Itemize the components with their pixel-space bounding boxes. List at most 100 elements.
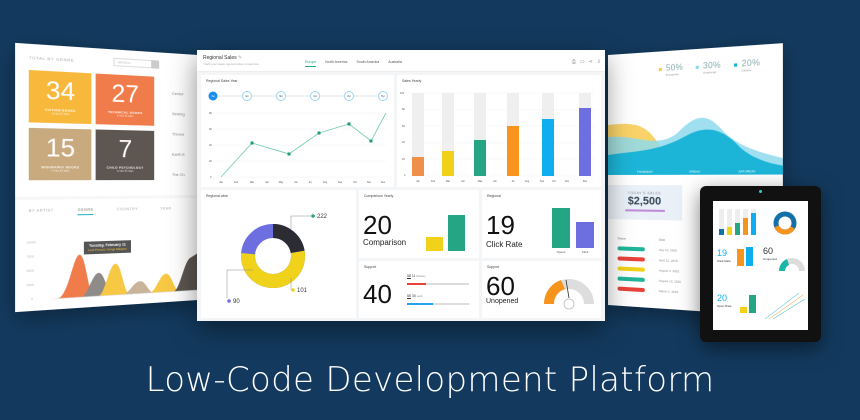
status-pill: [617, 246, 645, 252]
svg-text:Sep: Sep: [540, 180, 545, 183]
svg-text:Feb: Feb: [431, 180, 436, 183]
list-item[interactable]: Earth E: [171, 151, 185, 157]
list-item[interactable]: Sinking: [171, 111, 185, 117]
comparison-yearly-card: Comparison Yearly 20 Comparison: [359, 190, 479, 258]
chart-tooltip: Tuesday, February 11 Lost Pursuit: Gorge…: [83, 240, 131, 255]
comparison-value: 20: [363, 210, 392, 240]
svg-text:Nov: Nov: [367, 181, 372, 184]
tile-value: 34: [45, 76, 76, 107]
row-date: August 3, 2015: [658, 268, 680, 274]
svg-text:1m: 1m: [245, 94, 249, 98]
tab-south-america[interactable]: South America: [356, 60, 380, 64]
regional-wise-donut-chart: 222 101 90: [226, 214, 328, 305]
list-item[interactable]: Centur: [171, 90, 184, 97]
svg-text:0: 0: [31, 297, 33, 301]
list-item[interactable]: The Ch: [171, 171, 185, 177]
export-icon[interactable]: ⇩: [596, 59, 601, 65]
todays-sales-value: $2,500: [627, 195, 662, 208]
edit-icon[interactable]: ✎: [238, 55, 243, 61]
list-item[interactable]: Throne: [171, 131, 185, 137]
svg-text:60: 60: [209, 128, 212, 131]
svg-text:6m: 6m: [279, 94, 283, 98]
genre-header: TOTAL BY GENRE: [28, 54, 75, 63]
svg-text:40: 40: [402, 141, 405, 144]
svg-text:10000: 10000: [27, 240, 37, 245]
status-pill: [617, 256, 645, 262]
svg-text:Jul: Jul: [308, 181, 312, 184]
x-label-thursday: THURSDAY: [637, 170, 653, 174]
genre-chart-section: BY ARTIST GENRE COUNTRY YEAR 10000 7500 50…: [15, 198, 198, 313]
timeline-steps: [208, 91, 388, 101]
tile-child-psychology[interactable]: 7 CHILD PSYCHOLOGY in last 30 days: [95, 129, 155, 181]
svg-text:100: 100: [400, 92, 405, 95]
svg-text:Oct: Oct: [552, 180, 556, 183]
svg-text:5000: 5000: [27, 268, 35, 273]
svg-text:May: May: [279, 181, 284, 184]
card-title: Support: [487, 265, 500, 269]
print-icon[interactable]: ⎙: [571, 59, 576, 65]
svg-text:Dec: Dec: [583, 180, 588, 183]
region-tabs: Europe North America South America Austr…: [305, 60, 402, 67]
page-title: Regional Sales ✎: [203, 55, 243, 61]
svg-text:Jun: Jun: [493, 180, 498, 183]
svg-text:80: 80: [402, 108, 405, 111]
genre-totals-section: TOTAL BY GENRE SEARCH 34 FICTION BOOKS i…: [15, 42, 198, 197]
tab-australia[interactable]: Australia: [388, 60, 402, 64]
opens-bar: [552, 208, 570, 248]
svg-text:Apr: Apr: [461, 180, 465, 183]
genre-dashboard-preview: TOTAL BY GENRE SEARCH 34 FICTION BOOKS i…: [15, 42, 198, 313]
svg-text:Jul: Jul: [511, 180, 515, 183]
page-subtitle: Track your sales regional wise in real-t…: [203, 62, 259, 66]
genre-search-input[interactable]: SEARCH: [113, 57, 153, 69]
tile-biography[interactable]: 15 BIOGRAPHY BOOKS in last 30 days: [28, 127, 92, 181]
card-title: Regional-wise: [206, 194, 228, 198]
svg-text:222: 222: [317, 214, 328, 220]
svg-text:20: 20: [402, 158, 405, 161]
unopened-label: Unopened: [486, 298, 519, 305]
svg-text:101: 101: [297, 288, 308, 294]
svg-text:60: 60: [402, 125, 405, 128]
svg-text:Apr: Apr: [265, 181, 269, 184]
click-rate-value: 19: [486, 210, 515, 240]
regional-wise-card: Regional-wise 222 101 90: [201, 190, 356, 318]
sales-progress-bar: [624, 209, 665, 212]
svg-text:Sep: Sep: [338, 181, 343, 184]
svg-text:2500: 2500: [27, 283, 35, 288]
x-label-saturday: SATURDAY: [738, 169, 755, 173]
svg-text:19: 19: [717, 248, 727, 258]
svg-text:80: 80: [209, 112, 212, 115]
fullscreen-icon[interactable]: ▭: [579, 59, 585, 65]
delivery-stat: 58 11 Delivery: [407, 274, 426, 278]
tab-north-america[interactable]: North America: [325, 60, 348, 64]
svg-text:60: 60: [763, 246, 773, 256]
card-title: Regional Sales Year: [206, 79, 238, 83]
card-title: Support: [364, 265, 377, 269]
svg-text:5yr: 5yr: [381, 94, 385, 98]
svg-text:1yr: 1yr: [313, 94, 317, 98]
svg-text:20: 20: [717, 293, 727, 303]
tile-technical[interactable]: 27 TECHNICAL BOOKS in last 30 days: [95, 73, 155, 126]
row-date: April 12, 2015: [658, 258, 678, 264]
svg-text:Aug: Aug: [525, 180, 530, 183]
region-share-dashboard-preview: 50% European 30% American 20% Others THURSD…: [608, 43, 783, 317]
unopened-value: 60: [486, 271, 515, 301]
tab-europe[interactable]: Europe: [305, 60, 317, 67]
svg-text:Feb: Feb: [234, 181, 239, 184]
card-title: Comparison Yearly: [364, 194, 394, 198]
row-date: August 12, 2015: [658, 278, 682, 284]
status-pill: [617, 276, 645, 282]
search-icon[interactable]: [151, 60, 160, 69]
col-status: Status: [617, 236, 626, 241]
tile-fiction[interactable]: 34 FICTION BOOKS in last 30 days: [28, 69, 92, 125]
svg-text:90: 90: [233, 299, 240, 305]
svg-text:0: 0: [210, 176, 212, 179]
x-label-friday: FRIDAY: [689, 169, 700, 173]
banner-title: Low-Code Development Platform: [145, 360, 715, 400]
svg-text:Mar: Mar: [446, 180, 450, 183]
comparison-label: Comparison: [363, 238, 407, 247]
share-icon[interactable]: ⋖: [588, 59, 593, 65]
svg-text:20: 20: [209, 160, 212, 163]
regional-sales-year-card: Regional Sales Year 1w 1m 6m 1yr 2yr 5yr: [201, 75, 394, 187]
svg-text:40: 40: [209, 144, 212, 147]
svg-text:Jan: Jan: [219, 181, 224, 184]
